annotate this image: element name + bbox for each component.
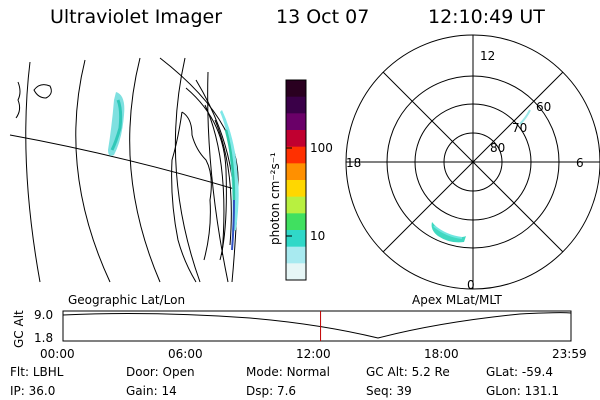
polar-aurora-emission [431, 109, 531, 243]
mlt-label-18: 18 [346, 156, 361, 170]
info-door: Door: Open [126, 365, 195, 379]
colorbar-segment [286, 213, 306, 231]
colorbar-segment [286, 180, 306, 198]
observation-time: 12:10:49 UT [428, 6, 545, 28]
colorbar-segment [286, 246, 306, 264]
timeline-ylabel: GC Alt [12, 310, 26, 348]
colorbar-label-100: 100 [310, 141, 333, 155]
colorbar-unit-label: photon cm⁻²s⁻¹ [268, 152, 282, 245]
info-glat: GLat: -59.4 [486, 365, 553, 379]
xtick-1200: 12:00 [296, 347, 331, 361]
color-scale-frame [285, 79, 307, 281]
altitude-timeline-frame [62, 310, 572, 342]
colorbar-segment [286, 163, 306, 181]
info-mode: Mode: Normal [246, 365, 330, 379]
mlt-label-0: 0 [467, 278, 475, 292]
colorbar-segment [286, 113, 306, 131]
mlat-label-80: 80 [490, 141, 505, 155]
xtick-2359: 23:59 [552, 347, 587, 361]
ytick-9: 9.0 [34, 308, 53, 322]
info-glon: GLon: 131.1 [486, 384, 559, 398]
colorbar-segment [286, 130, 306, 148]
mlt-label-12: 12 [480, 49, 495, 63]
mlat-label-70: 70 [512, 121, 527, 135]
instrument-title: Ultraviolet Imager [50, 6, 223, 28]
polar-mlt-plot [345, 34, 600, 290]
timeline-left-title: Geographic Lat/Lon [68, 293, 185, 307]
info-dsp: Dsp: 7.6 [246, 384, 297, 398]
colorbar-segment [286, 263, 306, 281]
colorbar-segment [286, 96, 306, 114]
xtick-0000: 00:00 [40, 347, 75, 361]
colorbar-label-10: 10 [310, 229, 325, 243]
altitude-curve [62, 312, 572, 339]
map-aurora-emission [108, 92, 239, 251]
colorbar-segment [286, 230, 306, 248]
xtick-1800: 18:00 [424, 347, 459, 361]
xtick-0600: 06:00 [168, 347, 203, 361]
info-seq: Seq: 39 [366, 384, 412, 398]
color-scale-bar [286, 80, 306, 281]
mlat-label-60: 60 [536, 100, 551, 114]
observation-date: 13 Oct 07 [276, 6, 370, 28]
info-gain: Gain: 14 [126, 384, 177, 398]
info-flt: Flt: LBHL [10, 365, 64, 379]
mlt-label-6: 6 [576, 156, 584, 170]
info-gc-alt: GC Alt: 5.2 Re [366, 365, 450, 379]
ytick-1p8: 1.8 [34, 331, 53, 345]
info-ip: IP: 36.0 [10, 384, 56, 398]
colorbar-segment [286, 196, 306, 214]
geographic-map [9, 57, 239, 283]
colorbar-segment [286, 80, 306, 98]
colorbar-segment [286, 146, 306, 164]
timeline-right-title: Apex MLat/MLT [412, 293, 502, 307]
